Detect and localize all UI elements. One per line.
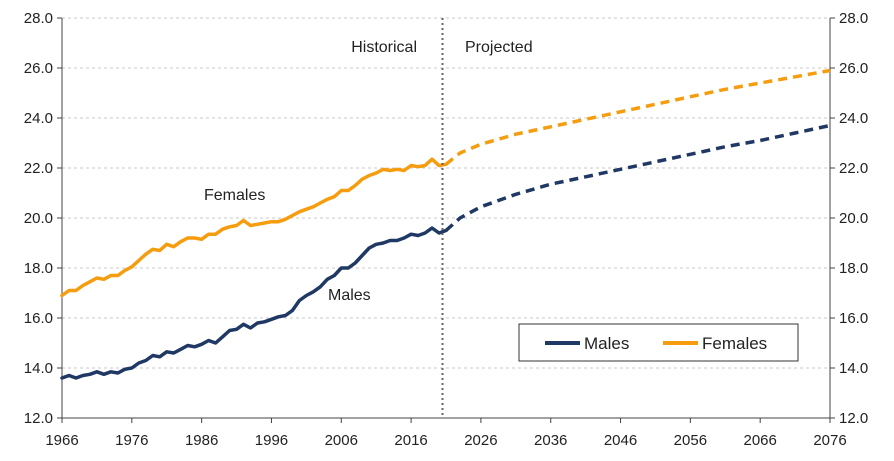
y-right-tick-label-7: 26.0 [839, 60, 868, 77]
y-right-tick-label-5: 22.0 [839, 160, 868, 177]
x-tick-label-0: 1966 [45, 432, 78, 449]
x-tick-label-6: 2026 [464, 432, 497, 449]
legend-label-males: Males [584, 334, 629, 353]
x-tick-label-7: 2036 [534, 432, 567, 449]
x-tick-label-8: 2046 [604, 432, 637, 449]
x-tick-label-11: 2076 [813, 432, 846, 449]
y-right-tick-label-6: 24.0 [839, 110, 868, 127]
series-males-historical-line [60, 226, 448, 380]
annotation-females: Females [204, 187, 265, 204]
series-females-projected-line [444, 68, 831, 166]
y-axis-left-ticks: 12.0 14.0 16.0 18.0 20.0 22.0 24.0 26.0 28.0 [24, 10, 62, 427]
y-axis-right-ticks: 12.0 14.0 16.0 18.0 20.0 22.0 24.0 26.0 28.0 [830, 10, 868, 427]
y-left-tick-label-3: 18.0 [24, 260, 53, 277]
y-right-tick-label-8: 28.0 [839, 10, 868, 27]
y-left-tick-label-8: 28.0 [24, 10, 53, 27]
x-tick-label-2: 1986 [185, 432, 218, 449]
annotation-historical: Historical [351, 39, 417, 56]
x-tick-label-4: 2006 [325, 432, 358, 449]
y-right-tick-label-0: 12.0 [839, 410, 868, 427]
y-right-tick-label-4: 20.0 [839, 210, 868, 227]
series-lines [60, 68, 831, 380]
x-tick-label-5: 2016 [394, 432, 427, 449]
gridlines [62, 17, 830, 369]
annotation-males: Males [328, 287, 371, 304]
x-tick-label-1: 1976 [115, 432, 148, 449]
y-left-tick-label-5: 22.0 [24, 160, 53, 177]
y-left-tick-label-0: 12.0 [24, 410, 53, 427]
x-tick-label-10: 2066 [743, 432, 776, 449]
y-right-tick-label-1: 14.0 [839, 360, 868, 377]
y-left-tick-label-2: 16.0 [24, 310, 53, 327]
legend-label-females: Females [702, 334, 767, 353]
series-males-projected-line [444, 123, 831, 232]
x-tick-label-3: 1996 [255, 432, 288, 449]
series-females-historical-line [60, 157, 448, 298]
y-left-tick-label-4: 20.0 [24, 210, 53, 227]
legend: Males Females [518, 323, 799, 362]
annotation-projected: Projected [465, 39, 533, 56]
y-left-tick-label-6: 24.0 [24, 110, 53, 127]
y-left-tick-label-7: 26.0 [24, 60, 53, 77]
x-tick-label-9: 2056 [674, 432, 707, 449]
x-axis-ticks: 1966 1976 1986 1996 2006 2016 2026 2036 2046 2056… [45, 418, 847, 449]
y-right-tick-label-2: 16.0 [839, 310, 868, 327]
y-left-tick-label-1: 14.0 [24, 360, 53, 377]
y-right-tick-label-3: 18.0 [839, 260, 868, 277]
